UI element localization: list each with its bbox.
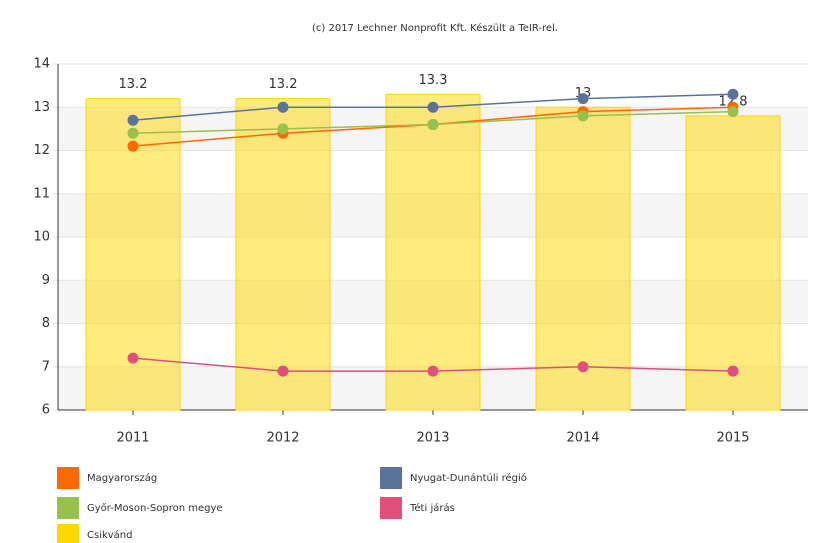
y-tick-label: 12 bbox=[33, 143, 50, 158]
y-tick-label: 13 bbox=[33, 100, 50, 115]
point bbox=[127, 114, 139, 126]
x-tick-label: 2014 bbox=[566, 431, 599, 446]
y-tick-label: 9 bbox=[42, 273, 50, 288]
data-label: 13.3 bbox=[419, 73, 448, 88]
data-label: 13.2 bbox=[269, 77, 298, 92]
point bbox=[427, 101, 439, 113]
legend-swatch bbox=[57, 497, 79, 519]
point bbox=[277, 101, 289, 113]
bar bbox=[385, 93, 481, 411]
data-label: 13.2 bbox=[119, 77, 148, 92]
bar bbox=[535, 106, 631, 411]
point bbox=[277, 365, 289, 377]
y-tick-label: 14 bbox=[33, 57, 50, 72]
point bbox=[427, 365, 439, 377]
legend-label: Győr-Moson-Sopron megye bbox=[87, 502, 223, 514]
bar bbox=[235, 98, 331, 411]
chart-title: (c) 2017 Lechner Nonprofit Kft. Készült … bbox=[312, 22, 558, 34]
legend-label: Nyugat-Dunántúli régió bbox=[410, 472, 527, 484]
legend-swatch bbox=[380, 497, 402, 519]
y-tick-label: 6 bbox=[42, 403, 50, 418]
point bbox=[577, 93, 589, 105]
legend-swatch bbox=[380, 467, 402, 489]
point bbox=[427, 119, 439, 131]
legend-swatch bbox=[57, 524, 79, 543]
point bbox=[577, 361, 589, 373]
y-tick-label: 7 bbox=[42, 359, 50, 374]
y-tick-label: 8 bbox=[42, 316, 50, 331]
x-tick-label: 2013 bbox=[416, 431, 449, 446]
x-tick-label: 2015 bbox=[716, 431, 749, 446]
y-tick-label: 10 bbox=[33, 230, 50, 245]
point bbox=[727, 365, 739, 377]
point bbox=[727, 88, 739, 100]
point bbox=[127, 140, 139, 152]
y-tick-label: 11 bbox=[33, 186, 50, 201]
x-tick-label: 2012 bbox=[266, 431, 299, 446]
point bbox=[577, 110, 589, 122]
point bbox=[127, 127, 139, 139]
legend-label: Csikvánd bbox=[87, 529, 133, 541]
point bbox=[277, 123, 289, 135]
x-tick-label: 2011 bbox=[116, 431, 149, 446]
point bbox=[727, 106, 739, 118]
legend-swatch bbox=[57, 467, 79, 489]
legend-label: Magyarország bbox=[87, 472, 157, 484]
legend-label: Téti járás bbox=[409, 502, 455, 514]
bar bbox=[685, 115, 781, 411]
point bbox=[127, 352, 139, 364]
